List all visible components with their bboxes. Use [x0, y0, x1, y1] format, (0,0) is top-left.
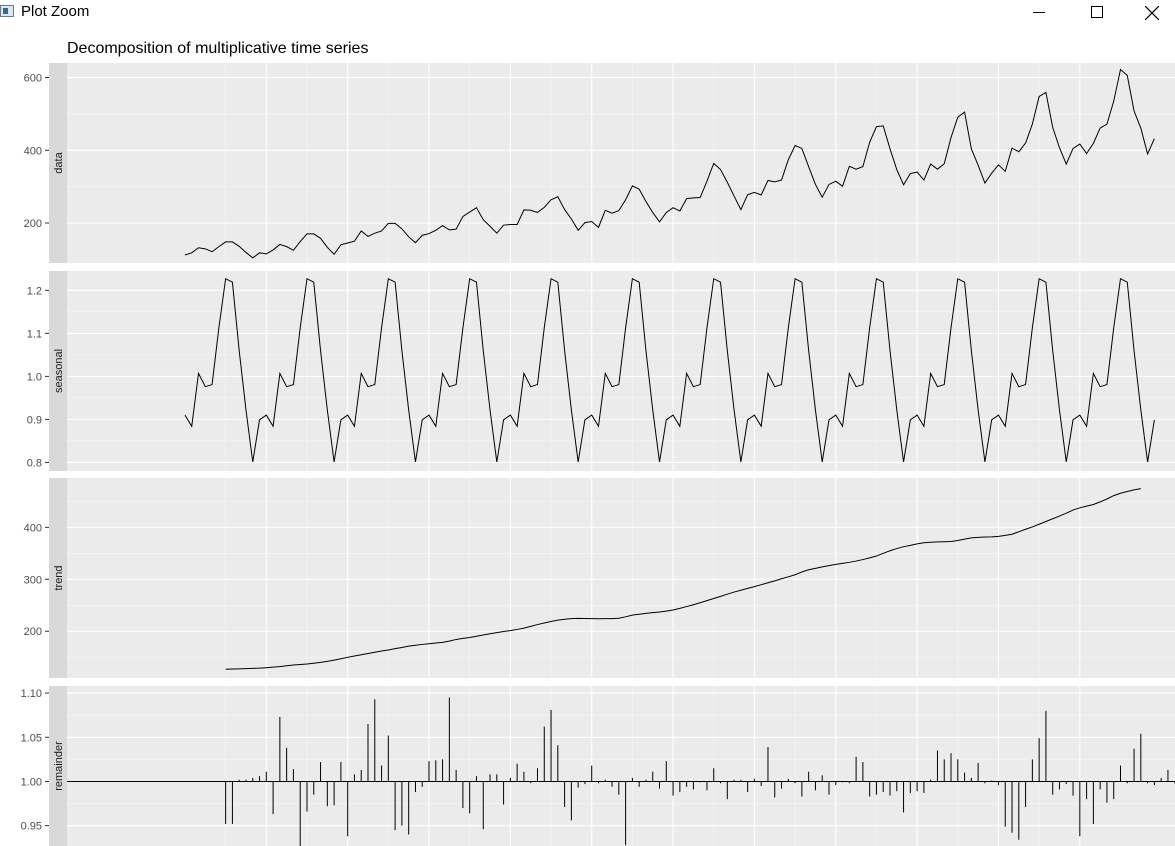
minimize-button[interactable] [1016, 0, 1062, 26]
chart-title: Decomposition of multiplicative time ser… [67, 40, 368, 57]
y-tick-label: 0.9 [27, 414, 42, 426]
close-icon [1145, 6, 1159, 20]
window-titlebar: Plot Zoom [0, 0, 1175, 26]
panel-background [67, 63, 1175, 263]
decomposition-chart: Decomposition of multiplicative time ser… [21, 40, 1175, 846]
y-tick-label: 1.10 [21, 688, 42, 700]
window-title: Plot Zoom [21, 3, 90, 20]
app-icon [0, 5, 14, 17]
strip [49, 686, 67, 846]
y-tick-label: 1.1 [27, 328, 42, 340]
series-line-seasonal [184, 277, 1155, 463]
y-tick-label: 1.0 [27, 371, 42, 383]
panel-background [67, 686, 1175, 846]
series-line-trend [225, 488, 1141, 670]
strip [49, 63, 67, 263]
strip-label-remainder: remainder [53, 741, 65, 791]
y-tick-label: 600 [24, 73, 42, 85]
strip-label-trend: trend [53, 565, 65, 590]
strip [49, 478, 67, 678]
strip-label-data: data [53, 151, 65, 173]
y-tick-label: 0.95 [21, 821, 42, 833]
panel-data: data 200 400 600 [24, 63, 1175, 263]
panel-trend: trend 200 300 400 [24, 478, 1175, 678]
panel-seasonal: seasonal 0.8 0.9 1.0 1.1 1.2 [27, 271, 1175, 471]
maximize-button[interactable] [1074, 0, 1120, 26]
y-tick-label: 400 [24, 522, 42, 534]
panel-background [67, 271, 1175, 471]
y-tick-label: 200 [24, 626, 42, 638]
y-tick-label: 1.00 [21, 776, 42, 788]
close-button[interactable] [1129, 0, 1175, 26]
strip-label-seasonal: seasonal [53, 349, 65, 393]
y-tick-label: 300 [24, 574, 42, 586]
strip [49, 271, 67, 471]
panel-remainder: remainder 0.95 1.00 1.05 1.10 [21, 686, 1175, 846]
y-tick-label: 0.8 [27, 457, 42, 469]
y-tick-label: 1.05 [21, 732, 42, 744]
series-line-data [184, 68, 1155, 259]
y-tick-label: 400 [24, 145, 42, 157]
y-tick-label: 1.2 [27, 285, 42, 297]
panel-background [67, 478, 1175, 678]
y-tick-label: 200 [24, 218, 42, 230]
